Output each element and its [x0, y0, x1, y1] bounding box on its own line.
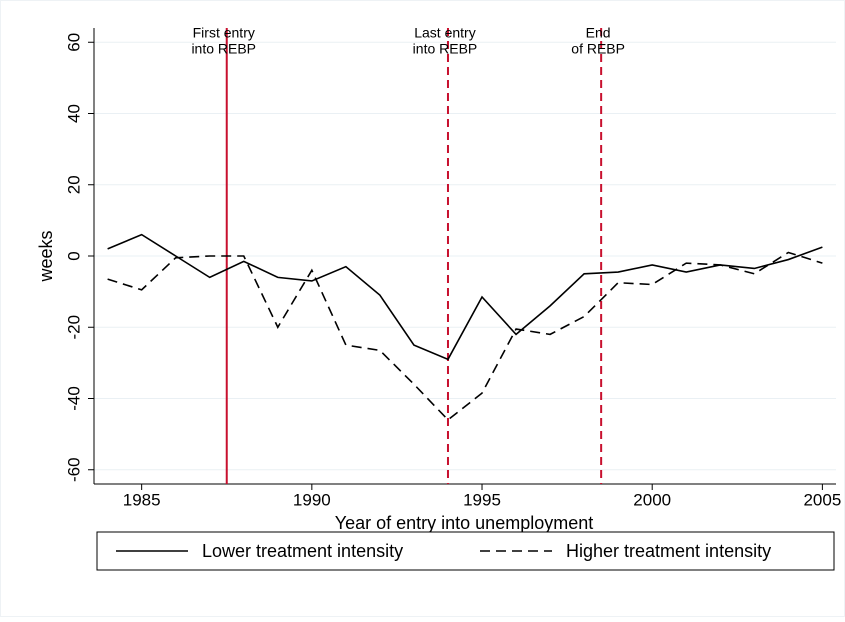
series-line: [107, 251, 823, 421]
y-tick-label: -60: [64, 457, 83, 482]
annotation: Last entry: [414, 25, 475, 41]
annotation: into REBP: [413, 41, 478, 57]
y-axis-title: weeks: [36, 230, 56, 282]
legend: [96, 531, 835, 571]
x-tick-label: 2005: [803, 490, 841, 509]
x-tick-label: 2000: [633, 490, 671, 509]
x-axis-title: Year of entry into unemployment: [335, 513, 594, 533]
legend-label: Higher treatment intensity: [566, 541, 771, 561]
x-tick-label: 1990: [293, 490, 331, 509]
y-tick-label: 60: [64, 33, 83, 52]
annotation: into REBP: [191, 41, 256, 57]
y-tick-label: 0: [64, 251, 83, 260]
y-tick-label: 20: [64, 175, 83, 194]
y-tick-label: -40: [64, 386, 83, 411]
annotation: End: [586, 25, 611, 41]
annotation: of REBP: [571, 41, 625, 57]
x-tick-label: 1995: [463, 490, 501, 509]
y-tick-label: 40: [64, 104, 83, 123]
series-line: [107, 233, 823, 361]
annotation: First entry: [193, 25, 255, 41]
x-tick-label: 1985: [123, 490, 161, 509]
y-tick-label: -20: [64, 315, 83, 340]
legend-label: Lower treatment intensity: [202, 541, 403, 561]
